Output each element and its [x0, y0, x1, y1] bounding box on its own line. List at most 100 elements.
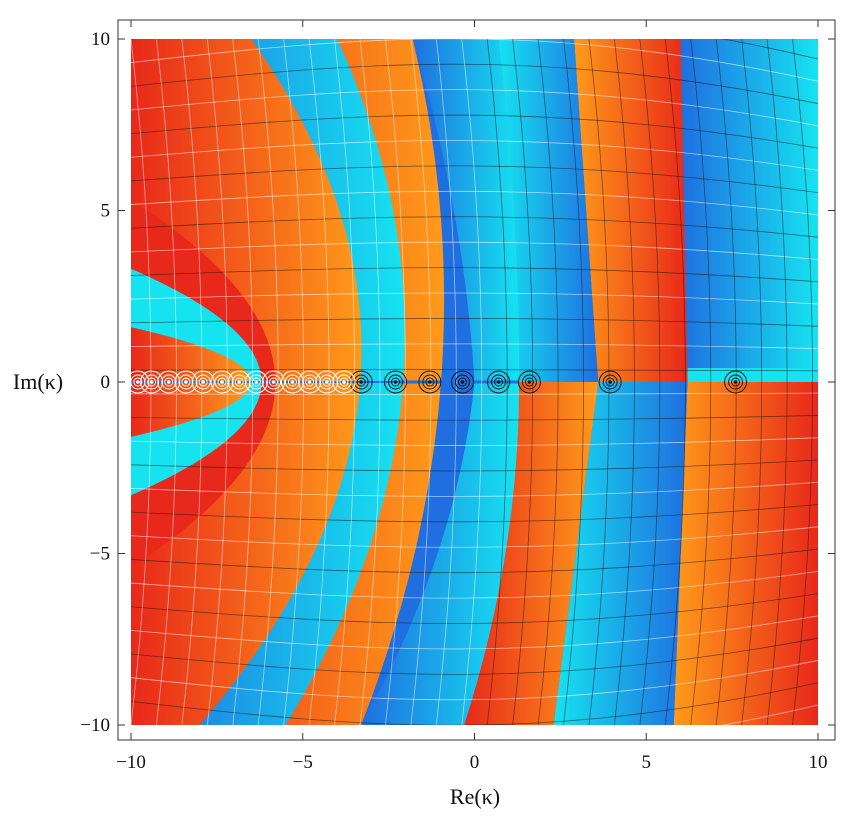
- point-center: [460, 380, 465, 384]
- x-axis-ticks: −10 −5 0 5 10: [116, 20, 828, 773]
- vertical-contour: [639, 39, 661, 725]
- marked-points: [131, 370, 748, 394]
- horizontal-contour: [131, 570, 818, 599]
- point-ring: [332, 370, 356, 394]
- point-center: [237, 380, 242, 384]
- horizontal-contour: [131, 165, 818, 194]
- plot-frame: [117, 19, 836, 741]
- point-ring: [387, 374, 403, 390]
- horizontal-contour: [131, 267, 818, 283]
- vertical-contour: [308, 39, 330, 725]
- plot-area: [131, 39, 818, 725]
- horizontal-contour: [131, 660, 818, 701]
- band-upper-blue: [412, 39, 520, 382]
- horizontal-contour: [131, 89, 818, 127]
- zero-point: [244, 370, 268, 394]
- point-ring: [195, 374, 211, 390]
- horizontal-contour: [131, 637, 818, 675]
- axis-segment-1: [398, 380, 520, 384]
- point-ring: [244, 370, 268, 394]
- zero-point: [157, 370, 181, 394]
- horizontal-contour: [131, 39, 818, 82]
- zero-point: [262, 370, 286, 394]
- point-ring: [234, 377, 244, 387]
- point-ring: [724, 370, 748, 394]
- horizontal-contour: [131, 292, 818, 305]
- point-ring: [164, 377, 174, 387]
- point-ring: [418, 370, 442, 394]
- zero-point: [487, 370, 511, 394]
- zero-point: [140, 370, 164, 394]
- point-ring: [728, 374, 744, 390]
- point-center: [608, 380, 612, 384]
- point-ring: [280, 370, 304, 394]
- horizontal-contour: [131, 504, 818, 523]
- horizontal-contour: [131, 437, 818, 446]
- horizontal-contour: [131, 318, 818, 327]
- horizontal-contour: [131, 368, 818, 372]
- point-center: [184, 380, 188, 384]
- horizontal-contour: [131, 593, 818, 624]
- point-center: [254, 380, 259, 384]
- point-ring: [140, 370, 164, 394]
- x-tick-label: 0: [470, 752, 480, 773]
- band-upper-right-blue: [680, 39, 818, 382]
- y-tick-label: 10: [91, 29, 110, 50]
- vertical-contour: [435, 39, 457, 725]
- point-center: [149, 380, 154, 384]
- zero-point: [383, 370, 407, 394]
- point-ring: [356, 377, 366, 387]
- point-ring: [302, 374, 318, 390]
- point-ring: [147, 377, 157, 387]
- point-center: [271, 380, 276, 384]
- point-ring: [390, 377, 400, 387]
- point-ring: [287, 377, 297, 387]
- contour-lines: [131, 39, 818, 725]
- point-ring: [315, 370, 339, 394]
- point-ring: [133, 377, 143, 387]
- zero-point: [349, 370, 373, 394]
- point-ring: [231, 374, 247, 390]
- point-ring: [210, 370, 234, 394]
- zero-point: [724, 370, 748, 394]
- zero-point: [598, 370, 622, 394]
- horizontal-contour: [131, 114, 818, 149]
- horizontal-contour: [131, 615, 818, 650]
- point-ring: [602, 374, 618, 390]
- point-ring: [422, 374, 438, 390]
- y-tick-label: −5: [90, 544, 110, 565]
- horizontal-contour: [131, 241, 818, 260]
- point-ring: [605, 377, 615, 387]
- point-center: [527, 380, 532, 384]
- y-tick-label: 5: [101, 201, 111, 222]
- zero-point: [210, 370, 234, 394]
- vertical-contour: [461, 39, 483, 725]
- point-ring: [181, 377, 191, 387]
- point-ring: [598, 370, 622, 394]
- point-ring: [131, 370, 150, 394]
- point-center: [307, 380, 312, 384]
- point-ring: [349, 370, 373, 394]
- point-ring: [336, 374, 352, 390]
- point-ring: [262, 370, 286, 394]
- vertical-contour: [741, 39, 763, 725]
- point-ring: [157, 370, 181, 394]
- zero-point: [227, 370, 251, 394]
- horizontal-contour: [131, 343, 818, 349]
- x-tick-label: 5: [642, 752, 652, 773]
- point-center: [220, 380, 224, 384]
- point-center: [359, 380, 363, 384]
- point-ring: [248, 374, 264, 390]
- point-ring: [425, 377, 435, 387]
- band-lower-blue: [361, 382, 520, 725]
- vertical-contour: [257, 39, 279, 725]
- y-tick-label: 0: [101, 372, 111, 393]
- zero-point: [174, 370, 198, 394]
- point-ring: [383, 370, 407, 394]
- point-ring: [457, 377, 467, 387]
- point-center: [393, 380, 398, 384]
- point-ring: [198, 377, 208, 387]
- point-center: [136, 380, 140, 384]
